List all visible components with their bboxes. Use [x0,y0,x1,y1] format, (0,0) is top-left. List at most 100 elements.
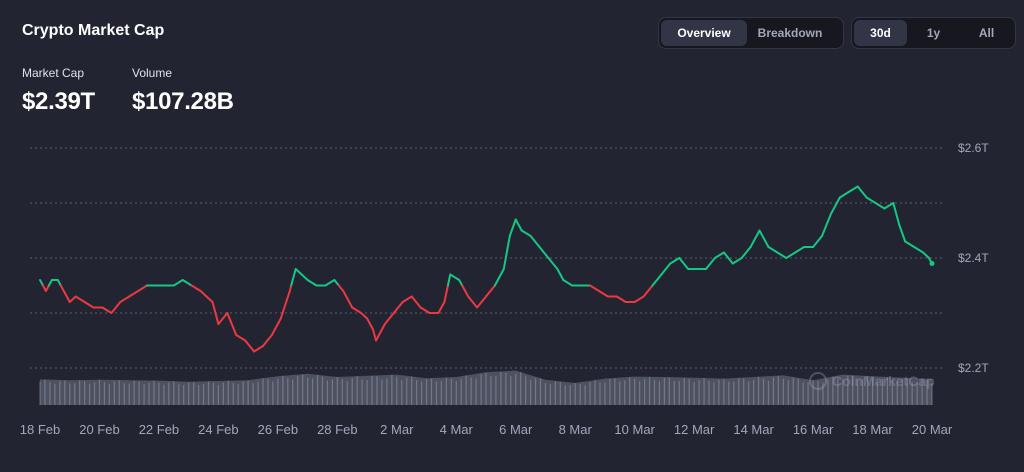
x-tick-label: 14 Mar [733,422,774,437]
price-line-segment [678,257,690,270]
price-line-segment [372,328,377,342]
price-line-segment [669,257,681,265]
x-tick-label: 16 Mar [793,422,834,437]
price-line-segment [660,262,672,276]
price-line-segment [270,317,282,336]
price-line-segment [749,229,761,248]
price-line-segment [351,306,363,314]
price-line-segment [538,246,550,259]
price-line-segment [467,295,479,309]
price-line-segment [47,279,53,287]
price-line-segment [812,235,823,248]
x-tick-label: 12 Mar [674,422,715,437]
price-line-segment [324,279,336,287]
price-line-segment [419,306,431,314]
market-cap-label: Market Cap [22,66,85,80]
price-line-segment [913,246,925,254]
overview-tab[interactable]: Overview [661,20,747,46]
volume-value: $107.28B [132,88,234,115]
price-line-segment [722,251,734,265]
x-tick-label: 26 Feb [258,422,298,437]
price-line-segment [333,279,340,287]
price-line-segment [449,273,461,281]
price-line-segment [437,301,446,314]
price-line-segment [59,284,65,292]
price-line-segment [181,279,193,287]
price-line-segment [211,301,220,325]
price-line-segment [794,246,806,254]
price-line-segment [56,279,62,287]
price-line-segment [83,301,95,309]
price-line-segment [74,295,86,303]
price-line-segment [508,218,517,237]
price-line-segment [44,284,50,292]
price-line-segment [375,323,386,342]
x-tick-label: 20 Feb [79,422,119,437]
price-line-segment [847,185,859,193]
price-line-segment [776,251,788,259]
x-tick-label: 4 Mar [440,422,474,437]
price-line-segment [598,290,609,298]
price-line-segment [253,345,264,353]
price-line-segment [306,279,318,287]
price-line-segment [713,251,725,259]
price-line-segment [279,290,291,320]
range-all-tab[interactable]: All [978,26,995,40]
price-line-segment [443,284,449,303]
price-line-segment [785,251,797,259]
price-line-segment [262,334,273,347]
watermark-logo-icon [809,372,827,390]
price-line-segment [337,284,345,292]
price-line-segment [740,246,752,259]
x-tick-label: 6 Mar [499,422,533,437]
price-line-segment [199,290,208,298]
price-line-segment [556,268,565,281]
price-line-segment [476,295,487,309]
price-line-segment [529,235,541,248]
range-toggle: 30d 1y All [851,17,1016,49]
price-line-segment [190,284,202,292]
price-line-segment [615,295,627,303]
volume-stat: Volume $107.28B [132,66,234,116]
price-line-segment [767,246,779,254]
x-tick-label: 18 Mar [852,422,893,437]
price-line-segment [217,312,229,325]
market-cap-stat: Market Cap $2.39T [22,66,95,116]
price-line-segment [137,284,148,292]
price-line-segment [461,284,470,298]
price-line-segment [633,295,645,303]
view-toggle: Overview Breakdown [658,17,844,49]
price-line-segment [502,235,511,270]
price-line-segment [205,295,214,303]
x-tick-label: 24 Feb [198,422,238,437]
x-tick-label: 28 Feb [317,422,357,437]
price-line-segment [829,196,841,215]
price-line-segment [39,279,44,287]
price-line-segment [383,312,395,325]
price-line-segment [642,284,654,298]
price-line-segment [68,295,77,303]
x-tick-label: 18 Feb [20,422,60,437]
price-line-segment [342,290,354,309]
price-line-segment [366,317,374,331]
volume-label: Volume [132,66,173,80]
price-line-segment [62,290,71,303]
price-line-segment [883,202,895,210]
price-line-segment [290,268,297,287]
price-line-segment [838,191,850,199]
price-line-segment [235,334,247,342]
x-tick-label: 22 Feb [139,422,179,437]
price-line-segment [119,295,131,303]
x-tick-label: 10 Mar [614,422,655,437]
breakdown-tab[interactable]: Breakdown [757,26,823,40]
price-line-segment [401,295,413,303]
price-line-segment [758,229,770,248]
price-line-segment [547,257,559,270]
y-tick-label: $2.4T [958,251,989,265]
range-30d-tab[interactable]: 30d [854,20,907,46]
price-line-segment [904,240,916,248]
price-line-segment [360,312,369,320]
range-1y-tab[interactable]: 1y [926,26,941,40]
price-line-segment [458,279,464,287]
